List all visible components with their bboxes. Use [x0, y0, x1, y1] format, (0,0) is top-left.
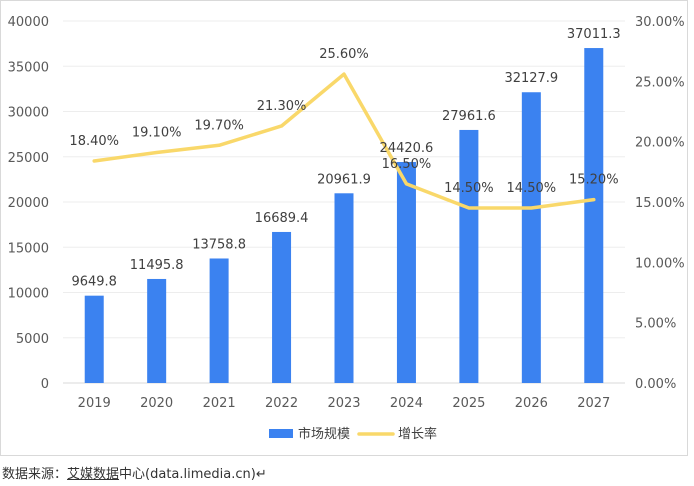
bar [147, 278, 167, 383]
chart-svg: 0 5000 10000 15000 20000 25000 30000 35000 40000… [8, 15, 685, 442]
y-right-tick-label: 30.00% [635, 15, 685, 30]
bar-data-label: 13758.8 [192, 237, 246, 252]
bar-data-label: 16689.4 [255, 211, 309, 226]
line-data-label: 21.30% [257, 99, 307, 114]
line-data-label: 19.70% [194, 118, 244, 133]
bar-data-label: 24420.6 [380, 141, 434, 156]
bar [209, 258, 229, 383]
line-data-label: 19.10% [132, 126, 182, 141]
y-right-tick-label: 5.00% [635, 317, 676, 332]
line-data-label: 15.20% [569, 173, 619, 188]
x-tick-label: 2024 [390, 396, 423, 411]
line-data-label: 14.50% [444, 181, 494, 196]
growth-rate-line [92, 72, 596, 210]
source-note: 数据来源：艾媒数据中心(data.limedia.cn)↵ [2, 463, 267, 482]
legend-swatch-bar [269, 429, 293, 438]
bar [584, 48, 604, 384]
bar-data-label: 11495.8 [130, 258, 184, 273]
y-left-tick-label: 5000 [16, 332, 49, 347]
source-prefix: 数据来源： [2, 467, 68, 482]
source-link[interactable]: 艾媒数据 [67, 467, 120, 482]
bar-data-label: 27961.6 [442, 109, 496, 124]
y-right-tick-label: 20.00% [635, 136, 685, 151]
y-left-tick-label: 15000 [8, 241, 49, 256]
bar-data-label: 37011.3 [567, 27, 621, 42]
y-left-tick-label: 25000 [8, 151, 49, 166]
x-tick-label: 2020 [140, 396, 173, 411]
y-left-tick-label: 30000 [8, 106, 49, 121]
source-suffix: 中心(data.limedia.cn)↵ [119, 467, 267, 482]
bar [334, 193, 354, 383]
line-data-label: 25.60% [319, 47, 369, 62]
bar [396, 161, 416, 383]
bar [459, 129, 479, 383]
y-left-tick-label: 10000 [8, 287, 49, 302]
y-right-tick-label: 10.00% [635, 256, 685, 271]
bar [84, 295, 104, 383]
y-left-tick-label: 35000 [8, 60, 49, 75]
y-left-tick-label: 40000 [8, 15, 49, 30]
bar-data-label: 32127.9 [504, 71, 558, 86]
x-tick-label: 2021 [203, 396, 236, 411]
x-tick-label: 2026 [515, 396, 548, 411]
line-data-label: 18.40% [69, 134, 119, 149]
bar [272, 231, 292, 383]
y-right-tick-label: 0.00% [635, 377, 676, 392]
chart-frame: 0 5000 10000 15000 20000 25000 30000 35000 40000… [0, 0, 688, 456]
bar-data-label: 9649.8 [71, 275, 117, 290]
x-tick-label: 2022 [265, 396, 298, 411]
x-tick-label: 2025 [452, 396, 485, 411]
line-data-label: 14.50% [507, 181, 557, 196]
y-left-tick-label: 20000 [8, 196, 49, 211]
line-data-label: 16.50% [382, 157, 432, 172]
bar-data-label: 20961.9 [317, 172, 371, 187]
x-tick-label: 2023 [327, 396, 360, 411]
y-left-tick-label: 0 [41, 377, 49, 392]
legend-label-line: 增长率 [398, 426, 437, 442]
bar [521, 92, 541, 384]
y-right-tick-label: 15.00% [635, 196, 685, 211]
legend-label-bar: 市场规模 [298, 426, 350, 442]
y-right-tick-label: 25.00% [635, 75, 685, 90]
x-tick-label: 2027 [577, 396, 610, 411]
x-tick-label: 2019 [78, 396, 111, 411]
